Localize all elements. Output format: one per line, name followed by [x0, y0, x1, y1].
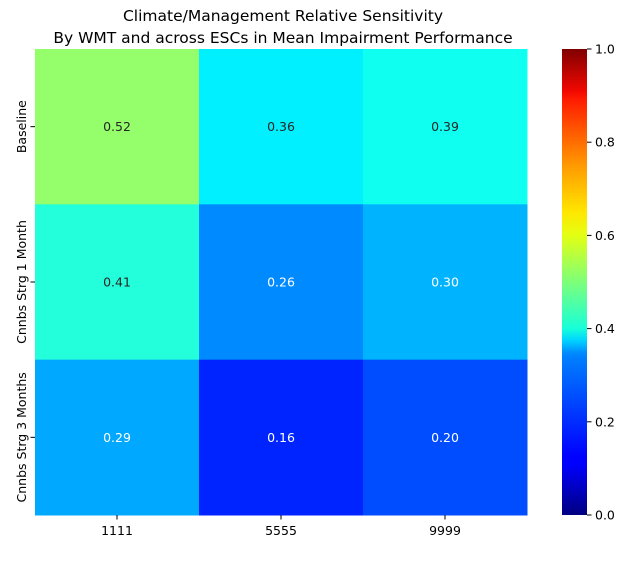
- cell-value-label: 0.16: [267, 430, 295, 445]
- cell-value-label: 0.30: [431, 275, 459, 290]
- heatmap-cell: [363, 49, 528, 205]
- heatmap-cell: [199, 49, 364, 205]
- heatmap-cell: [363, 204, 528, 361]
- y-tick-label: Baseline: [14, 100, 29, 153]
- cell-value-label: 0.39: [431, 119, 459, 134]
- x-tick-label: 1111: [101, 523, 133, 538]
- chart-title: Climate/Management Relative Sensitivity: [122, 7, 444, 25]
- colorbar-tick-label: 0.6: [595, 228, 615, 243]
- heatmap-cell: [35, 204, 200, 361]
- colorbar-tick-label: 0.2: [595, 414, 615, 429]
- cell-value-labels: 0.52 0.36 0.39 0.41 0.26 0.30 0.29 0.16 0.20: [103, 119, 459, 445]
- heatmap-cell: [199, 359, 364, 516]
- cell-value-label: 0.36: [267, 119, 295, 134]
- heatmap-cell: [199, 204, 364, 361]
- cell-value-label: 0.20: [431, 430, 459, 445]
- colorbar-tick-label: 1.0: [595, 42, 615, 57]
- colorbar: 0.0 0.2 0.4 0.6 0.8 1.0: [562, 42, 615, 523]
- cell-value-label: 0.29: [103, 430, 131, 445]
- cell-value-label: 0.26: [267, 275, 295, 290]
- x-tick-label: 5555: [265, 523, 297, 538]
- colorbar-tick-label: 0.0: [595, 508, 615, 523]
- colorbar-tick-label: 0.8: [595, 135, 615, 150]
- heatmap-cells: [35, 49, 528, 516]
- x-tick-label: 9999: [429, 523, 461, 538]
- cell-value-label: 0.52: [103, 119, 131, 134]
- y-tick-label: Cnnbs Strg 1 Month: [14, 220, 29, 344]
- chart-subtitle: By WMT and across ESCs in Mean Impairmen…: [53, 29, 513, 47]
- heatmap-cell: [363, 359, 528, 516]
- colorbar-gradient: [562, 49, 587, 515]
- cell-value-label: 0.41: [103, 275, 131, 290]
- y-tick-label: Cnnbs Strg 3 Months: [14, 372, 29, 502]
- colorbar-tick-label: 0.4: [595, 321, 615, 336]
- heatmap-cell: [35, 359, 200, 516]
- heatmap-cell: [35, 49, 200, 205]
- y-axis: Baseline Cnnbs Strg 1 Month Cnnbs Strg 3 M…: [14, 100, 35, 502]
- x-axis: 1111 5555 9999: [101, 515, 461, 538]
